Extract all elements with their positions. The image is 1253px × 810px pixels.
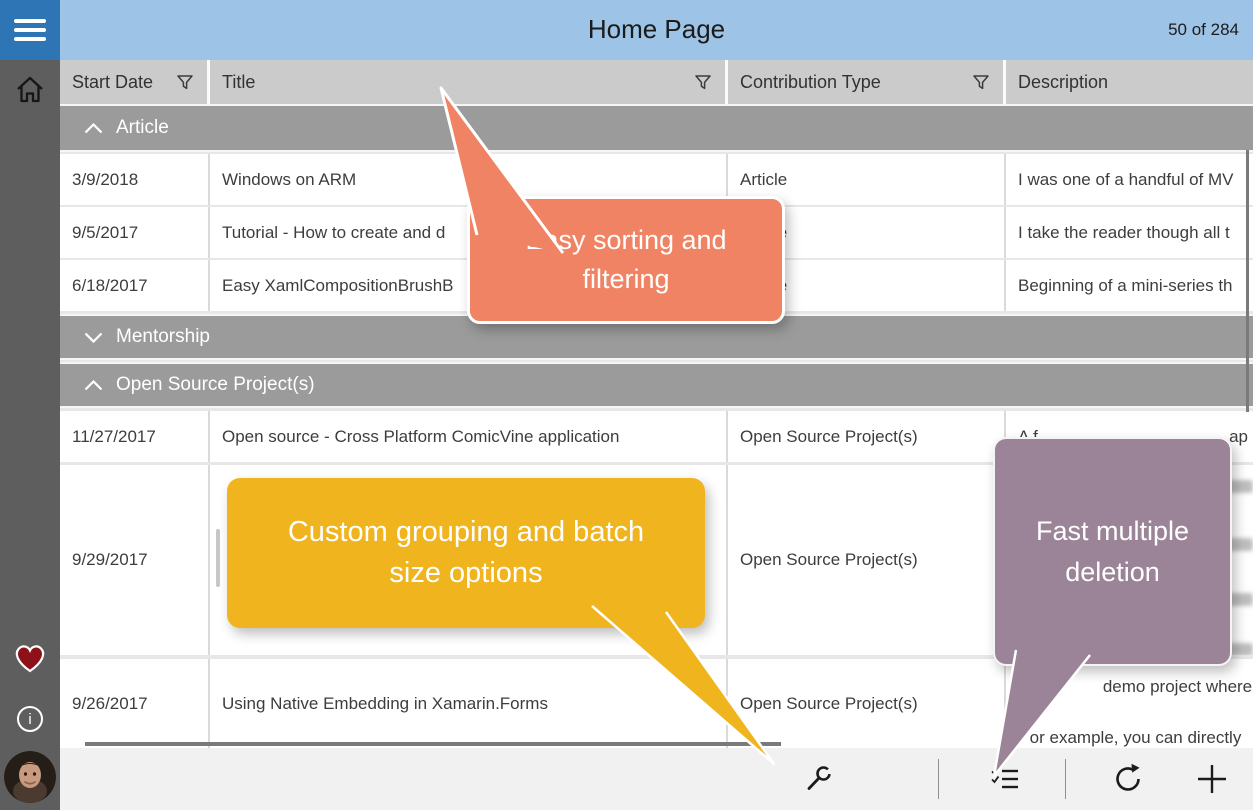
hamburger-icon xyxy=(14,19,46,23)
cell-title xyxy=(210,465,728,655)
cell-description: I take the reader though all t xyxy=(1018,222,1230,242)
cell-description: I was one of a handful of MV xyxy=(1018,169,1234,189)
toolbar-divider xyxy=(938,759,939,799)
callout-text: deletion xyxy=(1065,556,1160,587)
column-header-description[interactable]: Description xyxy=(1006,60,1253,104)
description-line: demo project where xyxy=(1102,677,1253,696)
cell-contribution-type: Article xyxy=(728,154,1006,205)
callout-text: Custom grouping and batch xyxy=(287,516,645,549)
horizontal-scrollbar[interactable] xyxy=(85,742,781,746)
bottom-command-bar xyxy=(60,748,1253,810)
settings-wrench-button[interactable] xyxy=(802,764,834,794)
callout-text: filtering xyxy=(582,264,670,294)
wrench-icon xyxy=(807,766,834,790)
description-fragment: ap xyxy=(1229,426,1248,446)
cell-start-date: 9/5/2017 xyxy=(60,207,210,258)
add-button[interactable] xyxy=(1197,764,1227,794)
group-header-open-source[interactable]: Open Source Project(s) xyxy=(60,362,1253,408)
cell-description: demo project where or example, you can d… xyxy=(1006,659,1253,748)
cell-start-date: 9/26/2017 xyxy=(60,659,210,748)
collapse-chevron-icon[interactable] xyxy=(84,122,103,134)
cell-start-date: 6/18/2017 xyxy=(60,260,210,311)
page-title: Home Page xyxy=(587,14,726,44)
home-icon xyxy=(17,76,43,103)
home-button[interactable] xyxy=(0,74,60,106)
app-header: Home Page 50 of 284 xyxy=(60,0,1253,60)
table-row[interactable]: 9/26/2017 Using Native Embedding in Xama… xyxy=(60,659,1253,748)
record-count: 50 of 284 xyxy=(1168,20,1239,39)
cell-title: Using Native Embedding in Xamarin.Forms xyxy=(210,659,728,748)
filter-icon[interactable] xyxy=(973,74,989,90)
table-row[interactable]: 3/9/2018 Windows on ARM Article I was on… xyxy=(60,154,1253,205)
callout-sorting-filtering: Easy sorting and filtering xyxy=(467,196,785,324)
refresh-button[interactable] xyxy=(1112,763,1144,795)
cell-start-date: 11/27/2017 xyxy=(60,411,210,462)
column-header-contribution-type[interactable]: Contribution Type xyxy=(728,60,1006,104)
group-header-article[interactable]: Article xyxy=(60,104,1253,152)
filter-icon[interactable] xyxy=(695,74,711,90)
multi-select-icon xyxy=(991,767,1018,789)
cell-contribution-type: Open Source Project(s) xyxy=(728,411,1006,462)
group-label: Mentorship xyxy=(116,326,210,347)
vertical-scrollbar[interactable] xyxy=(1246,150,1249,412)
collapse-chevron-icon[interactable] xyxy=(84,379,103,391)
group-label: Open Source Project(s) xyxy=(116,374,315,395)
cell-start-date: 3/9/2018 xyxy=(60,154,210,205)
info-icon: i xyxy=(17,706,43,732)
heart-icon xyxy=(15,645,45,673)
sidebar: i xyxy=(0,0,60,810)
filter-icon[interactable] xyxy=(177,74,193,90)
cell-contribution-type: Open Source Project(s) xyxy=(728,659,1006,748)
cell-description: Beginning of a mini-series th xyxy=(1018,275,1233,295)
column-label: Title xyxy=(222,71,256,92)
column-label: Description xyxy=(1018,71,1109,92)
column-label: Contribution Type xyxy=(740,71,881,92)
callout-text: Fast multiple xyxy=(1035,516,1190,546)
cell-scrollbar[interactable] xyxy=(216,529,220,587)
avatar-photo-icon xyxy=(4,751,56,803)
hamburger-menu-button[interactable] xyxy=(0,0,60,60)
refresh-icon xyxy=(1116,763,1140,791)
info-button[interactable]: i xyxy=(0,706,60,732)
user-avatar[interactable] xyxy=(4,751,56,803)
toolbar-divider xyxy=(1065,759,1066,799)
cell-title: Windows on ARM xyxy=(210,154,728,205)
column-label: Start Date xyxy=(72,71,154,92)
column-header-title[interactable]: Title xyxy=(210,60,728,104)
callout-grouping-batch: Custom grouping and batch size options xyxy=(227,478,705,628)
expand-chevron-icon[interactable] xyxy=(84,332,103,343)
plus-icon xyxy=(1198,765,1226,793)
cell-title: Open source - Cross Platform ComicVine a… xyxy=(210,411,728,462)
callout-text: size options xyxy=(389,557,543,589)
column-header-row: Start Date Title Contribution Type Descr… xyxy=(60,60,1253,104)
favorites-button[interactable] xyxy=(0,643,60,674)
callout-fast-deletion: Fast multiple deletion xyxy=(993,437,1232,666)
callout-text: Easy sorting and xyxy=(525,224,727,255)
cell-contribution-type: Open Source Project(s) xyxy=(728,465,1006,655)
group-label: Article xyxy=(116,117,169,138)
cell-start-date: 9/29/2017 xyxy=(60,465,210,655)
column-header-start-date[interactable]: Start Date xyxy=(60,60,210,104)
description-line: or example, you can directly xyxy=(1029,728,1242,747)
multi-select-button[interactable] xyxy=(990,766,1020,792)
